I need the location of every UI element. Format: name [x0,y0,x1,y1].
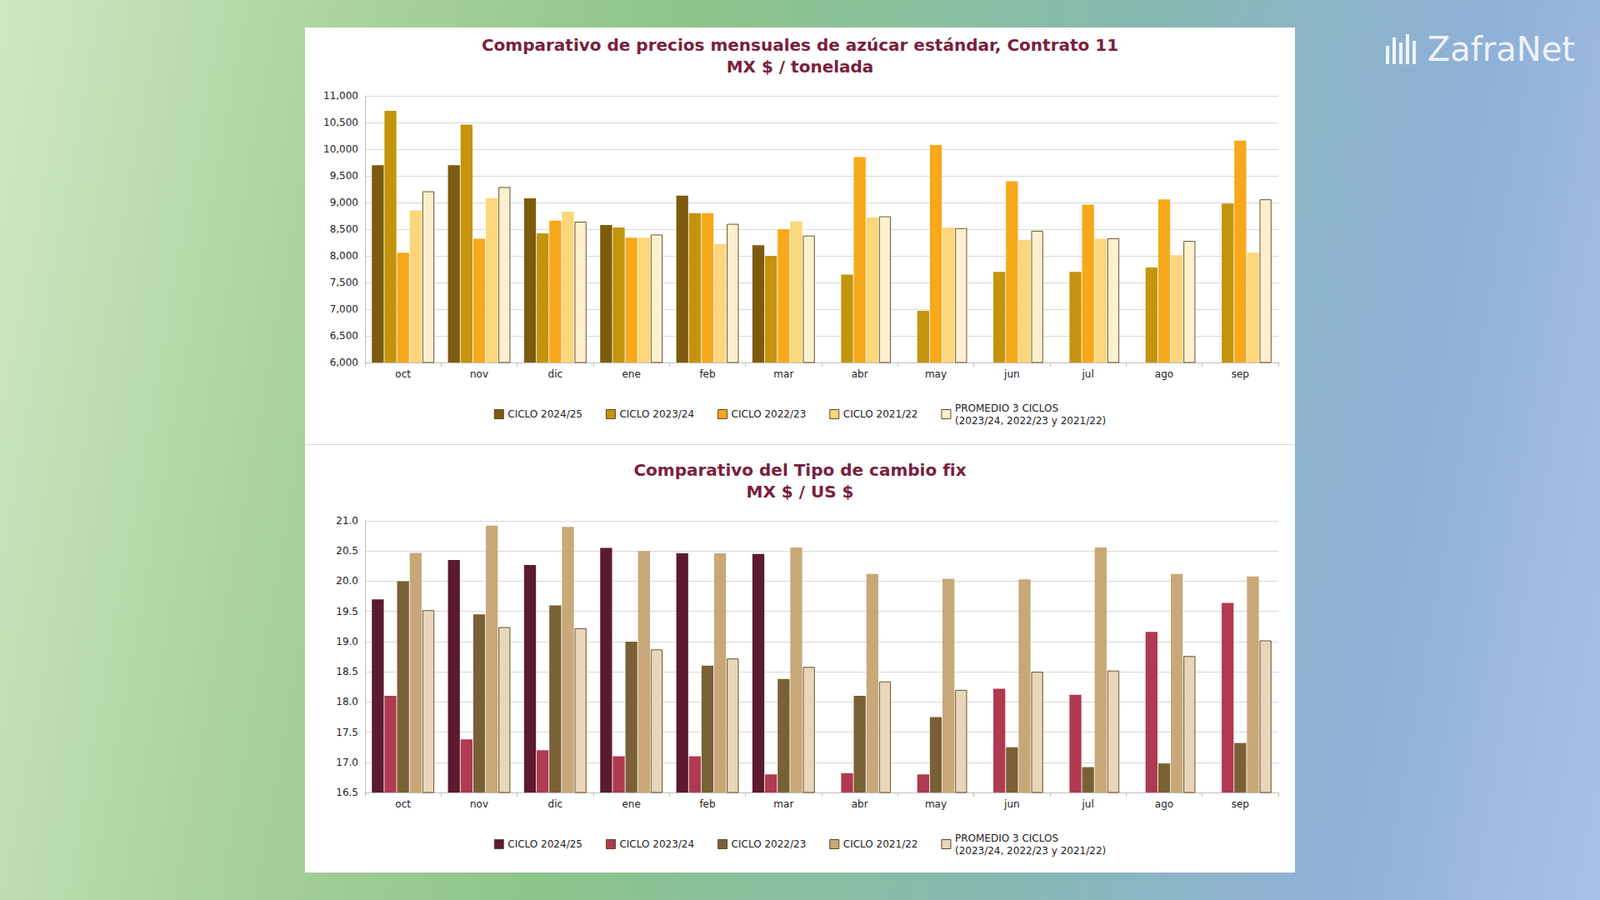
svg-text:11,000: 11,000 [323,90,359,102]
svg-text:MX $ / tonelada: MX $ / tonelada [726,56,875,77]
svg-text:sep: sep [1231,368,1250,380]
svg-text:jun: jun [1003,368,1020,380]
svg-text:nov: nov [470,798,489,810]
svg-text:feb: feb [699,798,715,810]
svg-text:10,500: 10,500 [323,116,359,129]
svg-text:7,500: 7,500 [330,276,359,289]
svg-text:19.0: 19.0 [335,635,359,648]
svg-text:oct: oct [395,368,411,380]
svg-text:(2023/24, 2022/23 y 2021/22): (2023/24, 2022/23 y 2021/22) [955,845,1106,857]
svg-text:CICLO 2023/24: CICLO 2023/24 [619,408,695,420]
svg-text:ago: ago [1155,368,1174,380]
html-text:ZafraNet: ZafraNet [1427,30,1575,69]
svg-text:PROMEDIO 3 CICLOS: PROMEDIO 3 CICLOS [955,832,1059,845]
svg-text:jul: jul [1081,368,1095,380]
svg-text:CICLO 2024/25: CICLO 2024/25 [507,838,583,850]
svg-text:oct: oct [395,798,411,810]
svg-text:abr: abr [851,368,869,380]
svg-text:dic: dic [548,798,564,810]
svg-text:18.5: 18.5 [335,665,359,678]
svg-text:21.0: 21.0 [335,515,359,527]
svg-text:ago: ago [1155,798,1174,810]
svg-text:sep: sep [1231,798,1250,810]
svg-text:may: may [925,798,947,810]
svg-text:nov: nov [470,368,489,380]
svg-text:CICLO 2022/23: CICLO 2022/23 [731,838,807,850]
svg-text:ene: ene [621,798,640,810]
svg-text:CICLO 2023/24: CICLO 2023/24 [619,838,695,850]
svg-text:jul: jul [1081,798,1095,810]
svg-text:20.5: 20.5 [335,545,359,557]
svg-text:6,500: 6,500 [330,330,359,342]
svg-text:CICLO 2022/23: CICLO 2022/23 [731,408,807,420]
svg-text:PROMEDIO 3 CICLOS: PROMEDIO 3 CICLOS [955,402,1059,415]
svg-text:8,000: 8,000 [330,250,359,262]
svg-text:19.5: 19.5 [335,605,359,618]
svg-text:16.5: 16.5 [335,786,359,799]
svg-text:may: may [925,368,947,380]
svg-text:Comparativo del Tipo de cambio: Comparativo del Tipo de cambio fix [633,460,966,480]
svg-text:MX $ / US $: MX $ / US $ [746,481,855,502]
svg-text:ene: ene [621,368,640,380]
svg-text:18.0: 18.0 [335,695,359,708]
svg-text:abr: abr [851,798,869,810]
svg-text:17.0: 17.0 [335,756,359,769]
svg-text:CICLO 2024/25: CICLO 2024/25 [507,408,583,420]
svg-text:CICLO 2021/22: CICLO 2021/22 [843,838,919,850]
svg-text:17.5: 17.5 [335,726,359,739]
svg-text:jun: jun [1003,798,1020,810]
svg-text:9,000: 9,000 [330,196,359,209]
svg-text:9,500: 9,500 [330,170,359,182]
svg-text:mar: mar [773,798,794,810]
svg-text:CICLO 2021/22: CICLO 2021/22 [843,408,919,420]
svg-text:20.0: 20.0 [335,575,359,587]
svg-text:(2023/24, 2022/23 y 2021/22): (2023/24, 2022/23 y 2021/22) [955,415,1106,427]
svg-text:6,000: 6,000 [330,356,359,369]
svg-text:dic: dic [548,368,564,380]
svg-text:feb: feb [699,368,715,380]
svg-text:10,000: 10,000 [323,143,359,155]
svg-text:7,000: 7,000 [330,303,359,315]
svg-text:Comparativo de precios mensual: Comparativo de precios mensuales de azúc… [481,35,1119,55]
svg-text:8,500: 8,500 [330,223,359,235]
svg-text:mar: mar [773,368,794,380]
